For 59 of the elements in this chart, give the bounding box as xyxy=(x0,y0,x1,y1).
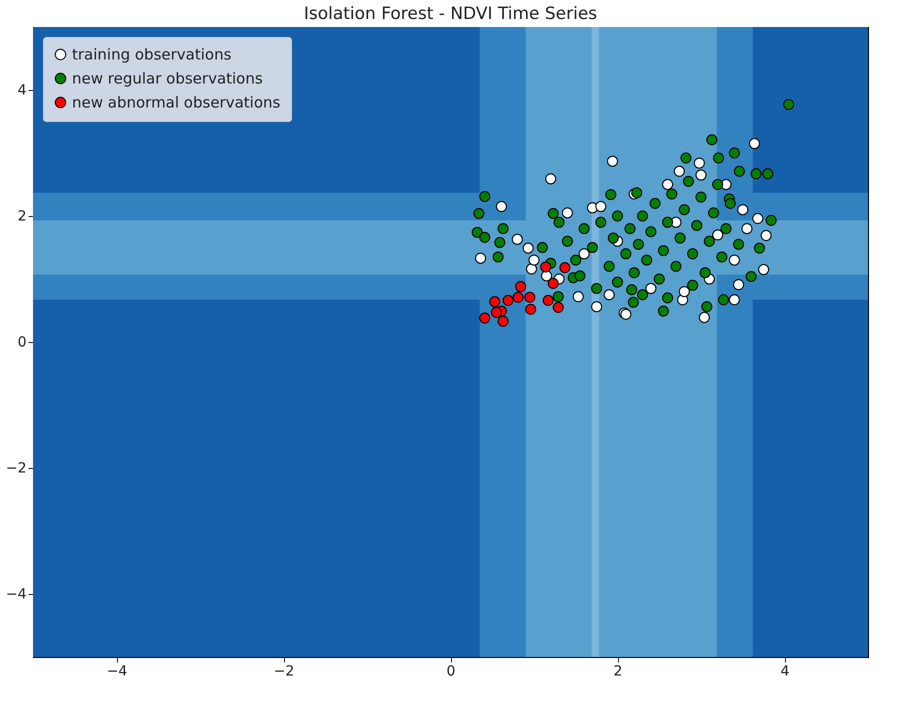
point xyxy=(512,292,524,303)
point xyxy=(604,289,615,300)
point xyxy=(528,254,540,266)
point xyxy=(728,254,740,266)
point xyxy=(595,201,606,212)
point xyxy=(525,304,536,315)
point xyxy=(526,263,537,274)
point xyxy=(562,207,573,218)
point xyxy=(540,262,552,273)
point xyxy=(712,229,724,240)
y-tick-label: 4 xyxy=(18,82,27,98)
point xyxy=(502,294,514,306)
chart-title: Isolation Forest - NDVI Time Series xyxy=(304,4,598,24)
legend-label: new regular observations xyxy=(72,70,263,88)
y-tick-label: −2 xyxy=(6,460,26,476)
point xyxy=(591,301,602,312)
point xyxy=(524,292,536,303)
point xyxy=(741,223,752,234)
point xyxy=(645,282,656,294)
point xyxy=(498,316,509,327)
x-tick-label: 2 xyxy=(614,664,622,680)
x-tick-label: 4 xyxy=(780,664,790,680)
point xyxy=(578,248,590,260)
x-tick-label: 0 xyxy=(446,664,456,680)
point xyxy=(674,166,685,177)
y-tick-label: 0 xyxy=(18,334,26,350)
legend-label: new abnormal observations xyxy=(72,94,281,112)
point xyxy=(496,201,507,212)
x-tick-label: −4 xyxy=(106,664,128,680)
point xyxy=(748,138,760,150)
point xyxy=(737,204,748,216)
point xyxy=(758,264,770,276)
point xyxy=(559,262,570,274)
point xyxy=(662,179,674,190)
point xyxy=(728,294,740,306)
point xyxy=(752,213,764,224)
point xyxy=(515,281,526,292)
legend-label: training observations xyxy=(72,46,232,64)
point xyxy=(512,234,523,245)
point xyxy=(698,312,710,323)
y-tick-label: −4 xyxy=(6,586,27,602)
point xyxy=(475,252,486,264)
point xyxy=(678,286,690,298)
x-tick-label: −2 xyxy=(274,664,294,680)
point xyxy=(542,294,554,306)
point xyxy=(760,230,772,242)
point xyxy=(489,296,500,308)
point xyxy=(548,278,559,289)
point xyxy=(696,170,706,181)
y-tick-label: 2 xyxy=(18,208,26,224)
point xyxy=(552,302,564,313)
point xyxy=(572,291,584,302)
point xyxy=(694,158,705,169)
point xyxy=(479,312,490,324)
point xyxy=(490,306,502,318)
point xyxy=(545,173,556,184)
point xyxy=(606,156,618,167)
point xyxy=(733,279,744,290)
point xyxy=(522,242,534,254)
